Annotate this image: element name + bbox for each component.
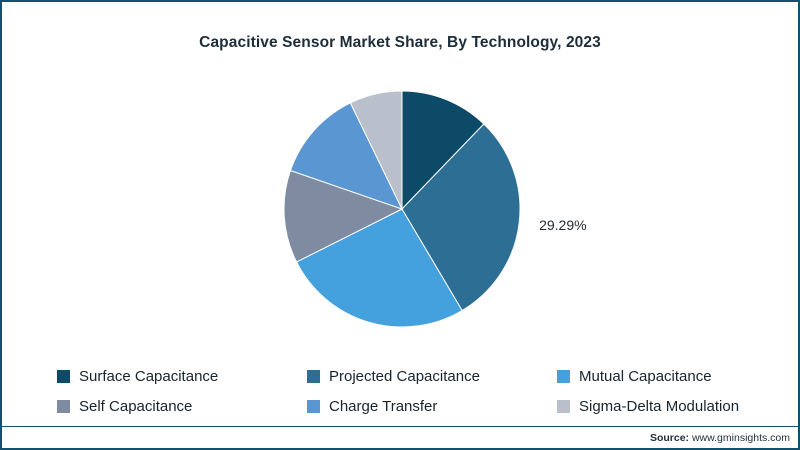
- chart-legend: Surface Capacitance Projected Capacitance…: [57, 368, 798, 415]
- legend-item-5[interactable]: Sigma-Delta Modulation: [557, 398, 798, 415]
- pie-slice-5[interactable]: [349, 90, 403, 210]
- legend-item-3[interactable]: Self Capacitance: [57, 398, 307, 415]
- legend-item-2[interactable]: Mutual Capacitance: [557, 368, 798, 385]
- source-attribution: Source: www.gminsights.com: [650, 432, 790, 444]
- legend-label: Sigma-Delta Modulation: [579, 398, 740, 415]
- legend-item-0[interactable]: Surface Capacitance: [57, 368, 307, 385]
- source-url: www.gminsights.com: [691, 432, 790, 444]
- footer-divider: [2, 426, 798, 427]
- source-label: Source:: [649, 432, 690, 444]
- pie-slice-1[interactable]: [401, 123, 521, 312]
- legend-swatch-icon: [57, 370, 70, 383]
- legend-swatch-icon: [307, 370, 320, 383]
- legend-label: Projected Capacitance: [329, 368, 480, 385]
- slice-data-label: 29.29%: [539, 217, 586, 233]
- legend-label: Mutual Capacitance: [579, 368, 712, 385]
- legend-label: Self Capacitance: [79, 398, 193, 415]
- legend-label: Surface Capacitance: [79, 368, 219, 385]
- pie-slice-2[interactable]: [295, 208, 463, 328]
- legend-swatch-icon: [57, 400, 70, 413]
- legend-swatch-icon: [307, 400, 320, 413]
- pie-slice-0[interactable]: [401, 90, 485, 211]
- pie-slice-3[interactable]: [283, 169, 404, 263]
- legend-label: Charge Transfer: [329, 398, 438, 415]
- pie-slice-4[interactable]: [289, 102, 403, 210]
- legend-swatch-icon: [557, 400, 570, 413]
- legend-item-1[interactable]: Projected Capacitance: [307, 368, 557, 385]
- chart-title: Capacitive Sensor Market Share, By Techn…: [199, 34, 601, 51]
- legend-swatch-icon: [557, 370, 570, 383]
- legend-item-4[interactable]: Charge Transfer: [307, 398, 557, 415]
